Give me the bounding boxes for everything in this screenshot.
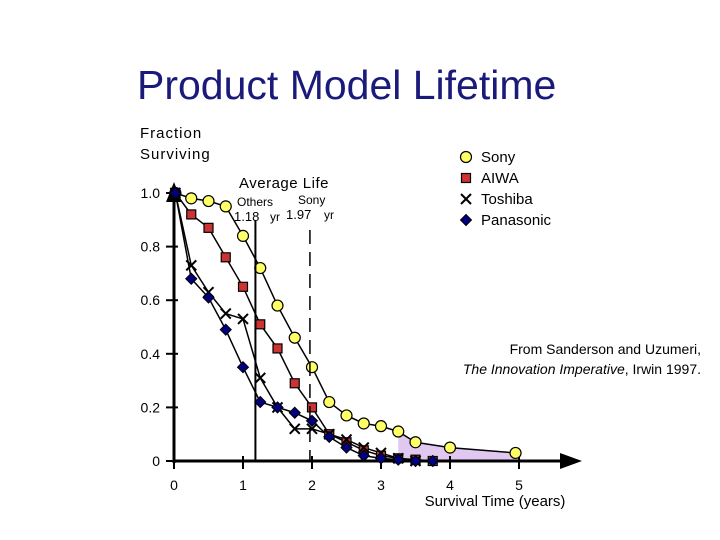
- source-publisher: , Irwin 1997.: [625, 361, 701, 377]
- y-tick-label: 0.8: [141, 239, 161, 255]
- legend-panasonic-marker: [459, 213, 473, 227]
- sony-data-point: [323, 395, 336, 409]
- aiwa-series-line: [174, 192, 433, 462]
- aiwa-data-point: [237, 281, 249, 292]
- panasonic-data-point: [202, 291, 215, 304]
- legend-aiwa-marker: [460, 172, 472, 184]
- panasonic-data-point: [219, 323, 232, 336]
- panasonic-data-point: [254, 395, 267, 409]
- sony-data-point: [288, 331, 301, 344]
- average-life-title: Average Life: [239, 175, 329, 192]
- sony-data-point: [374, 420, 388, 433]
- source-note-line2: The Innovation Imperative, Irwin 1997.: [463, 361, 701, 377]
- y-axis-label: Fraction: [140, 125, 202, 142]
- sony-data-point: [219, 200, 232, 213]
- aiwa-data-point: [255, 319, 266, 330]
- sony-average-value: 1.97: [286, 207, 311, 222]
- sony-data-point: [236, 229, 250, 242]
- y-axis-label: Surviving: [140, 146, 211, 163]
- sony-average-unit: yr: [324, 208, 334, 222]
- shaded-tail-area: [398, 431, 516, 461]
- panasonic-data-point: [340, 441, 353, 454]
- sony-data-point: [357, 417, 370, 430]
- sony-data-point: [443, 441, 457, 454]
- panasonic-data-point: [374, 452, 388, 465]
- source-note-line1: From Sanderson and Uzumeri,: [510, 341, 701, 357]
- x-tick-label: 2: [308, 477, 316, 493]
- toshiba-data-point: [340, 433, 353, 446]
- source-book-title: The Innovation Imperative: [463, 361, 625, 377]
- x-axis-label: Survival Time (years): [425, 493, 566, 510]
- others-label: Others: [237, 195, 273, 209]
- legend-panasonic-label: Panasonic: [481, 212, 552, 229]
- sony-data-point: [409, 436, 422, 449]
- x-tick-label: 5: [515, 477, 523, 493]
- sony-data-point: [202, 194, 215, 208]
- x-tick-label: 0: [170, 477, 178, 493]
- y-tick-label: 0: [152, 453, 160, 469]
- panasonic-data-point: [271, 401, 284, 414]
- panasonic-data-point: [323, 430, 336, 444]
- panasonic-data-point: [392, 453, 405, 466]
- panasonic-data-point: [357, 449, 370, 462]
- panasonic-data-point: [409, 454, 422, 468]
- aiwa-data-point: [272, 343, 283, 354]
- toshiba-data-point: [358, 441, 370, 454]
- sony-data-point: [340, 409, 353, 422]
- x-tick-label: 1: [239, 477, 247, 493]
- panasonic-data-point: [236, 360, 250, 374]
- aiwa-data-point: [220, 252, 231, 263]
- panasonic-series-line: [174, 192, 433, 462]
- toshiba-data-point: [185, 259, 197, 272]
- sony-data-point: [509, 446, 522, 460]
- legend-toshiba-marker: [460, 193, 472, 205]
- sony-data-point: [392, 425, 405, 438]
- sony-data-point: [271, 299, 284, 312]
- toshiba-data-point: [254, 372, 266, 384]
- panasonic-data-point: [169, 186, 182, 200]
- aiwa-data-point: [186, 209, 197, 220]
- toshiba-data-point: [237, 313, 249, 325]
- legend-sony-marker: [459, 150, 473, 164]
- x-tick-label: 4: [446, 477, 454, 493]
- legend-aiwa-label: AIWA: [481, 170, 519, 187]
- toshiba-data-point: [306, 423, 318, 435]
- aiwa-data-point: [203, 222, 214, 233]
- panasonic-data-point: [426, 454, 439, 468]
- legend-sony-label: Sony: [481, 149, 516, 166]
- aiwa-data-point: [306, 402, 318, 413]
- panasonic-data-point: [288, 406, 301, 419]
- panasonic-data-point: [185, 272, 198, 285]
- aiwa-data-point: [289, 378, 300, 389]
- sony-average-label: Sony: [298, 193, 325, 207]
- y-tick-label: 0.6: [141, 292, 161, 308]
- sony-data-point: [305, 361, 319, 374]
- sony-data-point: [185, 192, 198, 205]
- legend-toshiba-label: Toshiba: [481, 191, 533, 208]
- x-axis-arrow: [560, 453, 582, 469]
- y-tick-label: 1.0: [141, 185, 161, 201]
- others-average-unit: yr: [270, 210, 280, 224]
- y-tick-label: 0.4: [141, 346, 161, 362]
- y-tick-label: 0.2: [141, 399, 161, 415]
- x-tick-label: 3: [377, 477, 385, 493]
- page-title: Product Model Lifetime: [137, 62, 557, 108]
- toshiba-data-point: [220, 307, 232, 320]
- others-average-value: 1.18: [234, 209, 259, 224]
- toshiba-data-point: [289, 423, 301, 435]
